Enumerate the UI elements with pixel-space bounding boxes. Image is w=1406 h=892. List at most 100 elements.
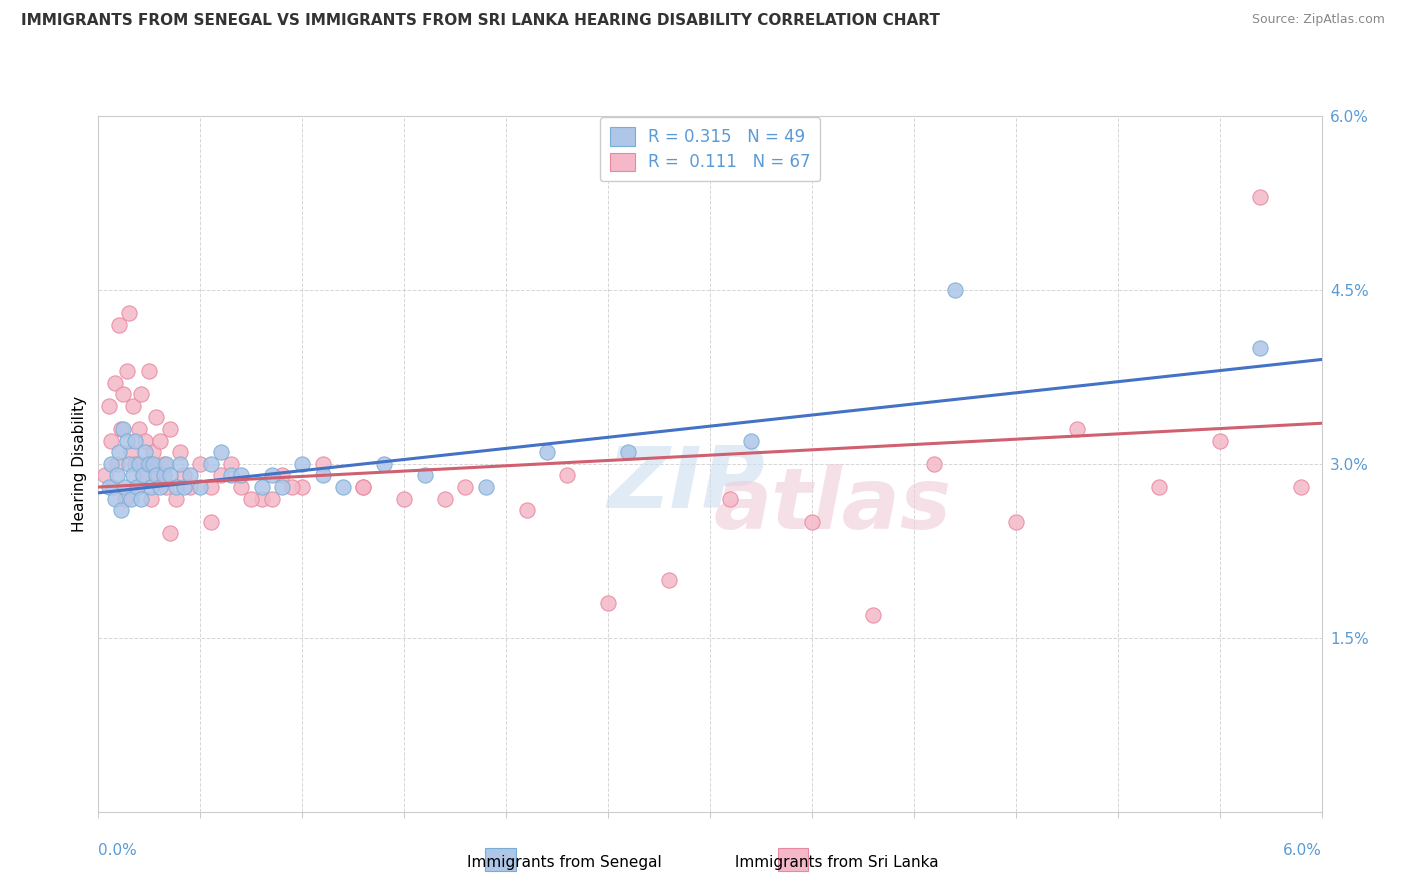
Point bbox=[596, 596, 619, 610]
Point bbox=[165, 491, 187, 506]
Point bbox=[152, 468, 174, 483]
Point bbox=[617, 445, 640, 459]
Point bbox=[127, 480, 149, 494]
Point bbox=[128, 422, 150, 436]
Point bbox=[149, 434, 172, 448]
Point bbox=[145, 468, 167, 483]
Point bbox=[922, 457, 945, 471]
Text: Source: ZipAtlas.com: Source: ZipAtlas.com bbox=[1251, 13, 1385, 27]
Point bbox=[260, 491, 283, 506]
Point bbox=[124, 434, 146, 448]
Point bbox=[270, 480, 292, 494]
Point bbox=[281, 480, 304, 494]
Point bbox=[433, 491, 456, 506]
Point bbox=[240, 491, 263, 506]
Point bbox=[260, 468, 283, 483]
Point bbox=[136, 457, 159, 471]
Point bbox=[108, 445, 131, 459]
Point bbox=[373, 457, 395, 471]
Point bbox=[115, 434, 138, 448]
Point bbox=[250, 480, 273, 494]
Point bbox=[100, 434, 122, 448]
Point bbox=[718, 491, 742, 506]
Point bbox=[127, 480, 149, 494]
Point bbox=[515, 503, 537, 517]
Text: IMMIGRANTS FROM SENEGAL VS IMMIGRANTS FROM SRI LANKA HEARING DISABILITY CORRELAT: IMMIGRANTS FROM SENEGAL VS IMMIGRANTS FR… bbox=[21, 13, 941, 29]
Point bbox=[332, 480, 354, 494]
Point bbox=[111, 422, 134, 436]
Point bbox=[108, 318, 131, 332]
Point bbox=[120, 491, 142, 506]
Point bbox=[97, 480, 120, 494]
Point bbox=[105, 468, 128, 483]
Point bbox=[104, 376, 127, 390]
Point bbox=[155, 457, 177, 471]
Point bbox=[219, 457, 242, 471]
Point bbox=[200, 480, 222, 494]
Point bbox=[188, 457, 212, 471]
Point bbox=[132, 468, 155, 483]
Point bbox=[146, 468, 169, 483]
Point bbox=[142, 445, 165, 459]
Point bbox=[120, 445, 142, 459]
Point bbox=[129, 387, 152, 401]
Point bbox=[1291, 480, 1313, 494]
Point bbox=[188, 480, 212, 494]
Point bbox=[173, 480, 195, 494]
Text: 0.0%: 0.0% bbox=[98, 843, 138, 858]
Point bbox=[165, 480, 187, 494]
Point bbox=[155, 480, 177, 494]
Point bbox=[209, 445, 232, 459]
Point bbox=[536, 445, 558, 459]
Point bbox=[141, 491, 163, 506]
Point bbox=[392, 491, 416, 506]
Point bbox=[250, 491, 273, 506]
Point bbox=[111, 387, 134, 401]
Point bbox=[270, 468, 292, 483]
Point bbox=[658, 573, 681, 587]
Point bbox=[118, 457, 141, 471]
Point bbox=[311, 457, 335, 471]
Point bbox=[138, 457, 160, 471]
Point bbox=[179, 480, 201, 494]
Text: Immigrants from Senegal               Immigrants from Sri Lanka: Immigrants from Senegal Immigrants from … bbox=[467, 855, 939, 870]
Point bbox=[169, 457, 191, 471]
Point bbox=[1249, 341, 1271, 355]
Point bbox=[132, 468, 155, 483]
Point bbox=[101, 480, 124, 494]
Point bbox=[134, 445, 156, 459]
Point bbox=[159, 468, 181, 483]
Point bbox=[122, 468, 145, 483]
Text: atlas: atlas bbox=[713, 464, 952, 547]
Point bbox=[93, 468, 115, 483]
Point bbox=[1066, 422, 1088, 436]
Point bbox=[1004, 515, 1026, 529]
Point bbox=[555, 468, 579, 483]
Point bbox=[1208, 434, 1230, 448]
Point bbox=[110, 503, 132, 517]
Point bbox=[169, 445, 191, 459]
Point bbox=[740, 434, 762, 448]
Point bbox=[1147, 480, 1170, 494]
Point bbox=[179, 468, 201, 483]
Point bbox=[200, 515, 222, 529]
Point bbox=[97, 399, 120, 413]
Point bbox=[229, 468, 253, 483]
Point bbox=[229, 480, 253, 494]
Point bbox=[173, 468, 195, 483]
Point bbox=[862, 607, 884, 622]
Legend: R = 0.315   N = 49, R =  0.111   N = 67: R = 0.315 N = 49, R = 0.111 N = 67 bbox=[599, 118, 821, 181]
Point bbox=[159, 422, 181, 436]
Point bbox=[138, 364, 160, 378]
Point bbox=[110, 422, 132, 436]
Text: ZIP: ZIP bbox=[607, 443, 765, 526]
Point bbox=[291, 480, 314, 494]
Point bbox=[943, 283, 966, 297]
Point bbox=[209, 468, 232, 483]
Point bbox=[141, 480, 163, 494]
Point bbox=[114, 480, 136, 494]
Point bbox=[134, 434, 156, 448]
Point bbox=[219, 468, 242, 483]
Point bbox=[105, 457, 128, 471]
Point bbox=[352, 480, 374, 494]
